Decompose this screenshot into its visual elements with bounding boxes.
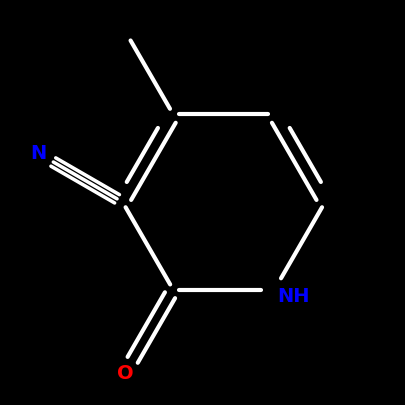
Text: N: N bbox=[31, 144, 47, 162]
Text: O: O bbox=[117, 363, 134, 382]
Text: NH: NH bbox=[277, 286, 310, 305]
